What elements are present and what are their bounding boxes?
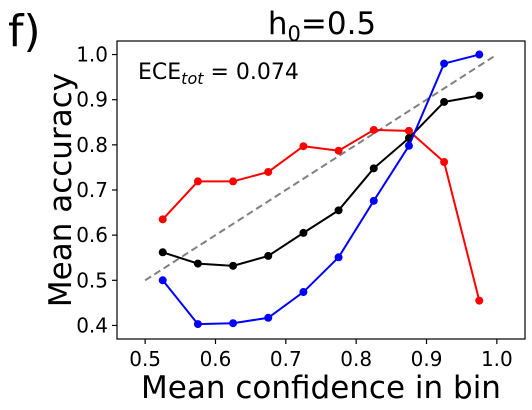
data-point — [334, 206, 343, 215]
data-point — [475, 296, 484, 305]
x-tick-label: 1.0 — [481, 347, 513, 371]
data-point — [440, 97, 449, 106]
panel-label: f) — [8, 6, 41, 57]
y-tick-label: 0.8 — [76, 133, 108, 157]
series-0 — [158, 125, 484, 305]
chart-title-rest: =0.5 — [301, 6, 376, 42]
y-tick-label: 0.4 — [76, 313, 108, 337]
chart-title-subscript: 0 — [288, 22, 301, 46]
data-point — [440, 59, 449, 68]
data-point — [158, 276, 167, 285]
series-layer — [158, 50, 484, 329]
chart-title: h0=0.5 — [268, 6, 376, 46]
ece-annotation-base: ECE — [138, 60, 181, 85]
data-point — [334, 253, 343, 262]
data-point — [475, 50, 484, 59]
y-tick-label: 0.5 — [76, 268, 108, 292]
data-point — [369, 196, 378, 205]
ece-annotation: ECEtot = 0.074 — [138, 60, 299, 88]
x-tick-label: 0.8 — [340, 347, 372, 371]
data-point — [334, 146, 343, 155]
plot-frame — [116, 40, 526, 340]
data-point — [158, 248, 167, 257]
chart-title-base: h — [268, 6, 288, 42]
data-point — [193, 177, 202, 186]
data-point — [158, 215, 167, 224]
series-line — [161, 53, 480, 326]
data-point — [404, 126, 413, 135]
data-point — [264, 167, 273, 176]
data-point — [369, 164, 378, 173]
data-point — [299, 142, 308, 151]
diagonal-layer — [144, 53, 498, 282]
data-point — [193, 320, 202, 329]
data-point — [475, 91, 484, 100]
series-1 — [158, 91, 484, 270]
data-point — [369, 125, 378, 134]
series-line — [162, 94, 480, 267]
x-tick-label: 0.7 — [270, 347, 302, 371]
data-point — [229, 177, 238, 186]
y-tick-label: 0.7 — [76, 178, 108, 202]
ticks-layer: 0.5 0.6 0.7 0.8 0.9 1.0 0.4 0.5 0.6 0.7 0.8 0.9 1.0 — [76, 43, 513, 371]
x-tick-label: 0.6 — [200, 347, 232, 371]
y-tick-label: 1.0 — [76, 43, 108, 67]
series-line — [161, 128, 481, 301]
data-point — [264, 251, 273, 260]
x-tick-label: 0.9 — [411, 347, 443, 371]
y-tick-label: 0.9 — [76, 88, 108, 112]
ece-annotation-subscript: tot — [181, 69, 204, 88]
y-tick-label: 0.6 — [76, 223, 108, 247]
y-axis-label: Mean accuracy — [43, 73, 79, 307]
data-point — [440, 158, 449, 167]
data-point — [229, 261, 238, 270]
perfect-calibration-line — [144, 53, 498, 282]
data-point — [299, 228, 308, 237]
data-point — [404, 141, 413, 150]
x-axis-label: Mean confidence in bin — [141, 370, 501, 406]
data-point — [193, 259, 202, 268]
ece-annotation-rest: = 0.074 — [204, 60, 299, 85]
data-point — [229, 319, 238, 328]
data-point — [264, 313, 273, 322]
x-tick-label: 0.5 — [129, 347, 161, 371]
series-2 — [158, 50, 484, 329]
data-point — [299, 288, 308, 297]
